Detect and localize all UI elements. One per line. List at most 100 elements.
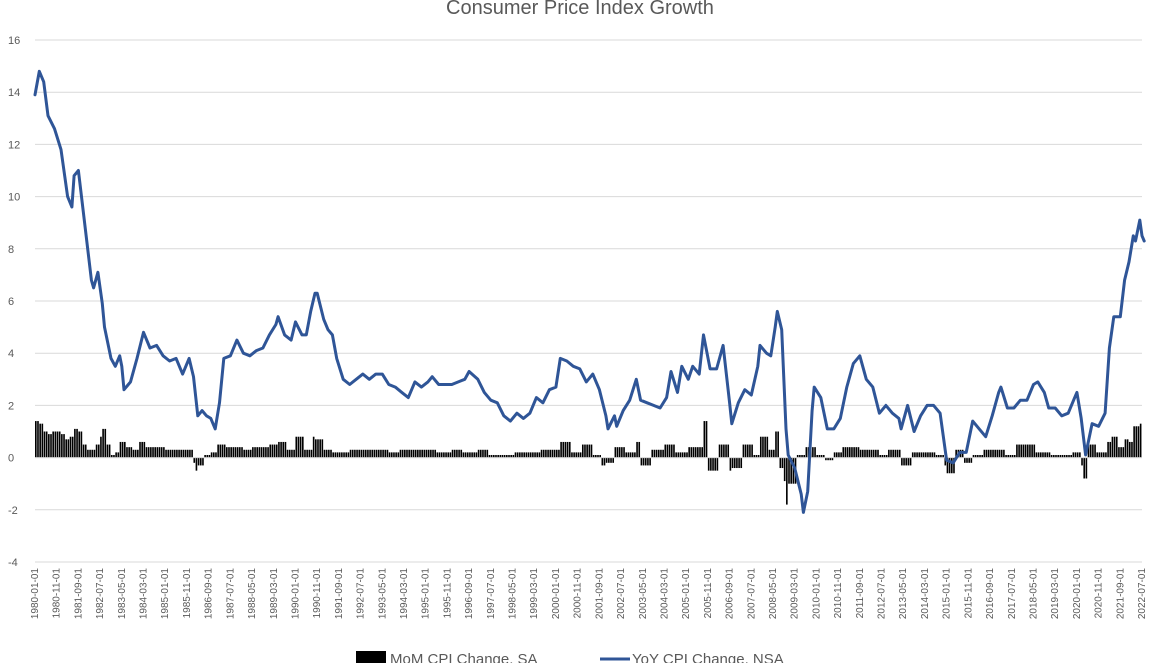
mom-bar [688, 447, 690, 458]
mom-bar [230, 447, 232, 458]
mom-bar [1135, 426, 1138, 458]
mom-bar [573, 452, 575, 458]
mom-bar [1057, 454, 1059, 458]
x-tick-label: 2015-11-01 [963, 568, 974, 619]
mom-bar [1037, 452, 1040, 458]
mom-bar [1092, 444, 1094, 458]
mom-bar [48, 434, 50, 458]
x-tick-label: 1994-03-01 [399, 568, 410, 620]
mom-bar [590, 444, 593, 458]
mom-bar [113, 454, 115, 458]
mom-bar [942, 454, 944, 458]
mom-bar [169, 449, 172, 458]
mom-bar [265, 447, 267, 458]
mom-bar [777, 431, 779, 458]
mom-bar [87, 449, 89, 458]
mom-bar [330, 449, 332, 458]
mom-bar [529, 452, 532, 458]
mom-bar [625, 452, 628, 458]
mom-bar [1000, 449, 1003, 458]
mom-bar [499, 454, 502, 458]
mom-bar [436, 452, 439, 458]
mom-bar [508, 454, 510, 458]
mom-bar [338, 452, 341, 458]
mom-bar [924, 452, 927, 458]
mom-bar [592, 454, 595, 458]
mom-bar [347, 452, 350, 458]
mom-bar [1039, 452, 1042, 458]
mom-bar [803, 454, 806, 458]
mom-bar [1079, 452, 1081, 458]
mom-bar [597, 454, 599, 458]
mom-bar [1035, 452, 1038, 458]
mom-bar [538, 452, 541, 458]
mom-bar [54, 431, 57, 458]
mom-bar [210, 452, 213, 458]
mom-bar [354, 449, 356, 458]
mom-bar [801, 454, 803, 458]
mom-bar [456, 449, 458, 458]
mom-bar [93, 449, 96, 458]
mom-bar [972, 454, 975, 458]
mom-bar [141, 441, 143, 458]
mom-bar [208, 454, 211, 458]
mom-bar [640, 457, 643, 466]
mom-bar [792, 457, 795, 484]
mom-bar [234, 447, 237, 458]
mom-bar [605, 457, 608, 463]
mom-bar [686, 452, 688, 458]
mom-bar [816, 454, 819, 458]
mom-bar [718, 444, 721, 458]
mom-bar [241, 447, 243, 458]
mom-bar [271, 444, 274, 458]
y-tick-label: 0 [8, 453, 14, 465]
mom-bar [1063, 454, 1066, 458]
gridlines [35, 39, 1142, 563]
mom-bar [212, 452, 215, 458]
mom-bar [510, 454, 512, 458]
mom-bar [397, 452, 400, 458]
y-tick-label: 4 [8, 348, 14, 360]
mom-bar [1126, 439, 1129, 458]
mom-bar [779, 457, 782, 469]
mom-bar [872, 449, 875, 458]
mom-bar [406, 449, 408, 458]
mom-bar [380, 449, 382, 458]
x-tick-label: 2009-03-01 [790, 568, 801, 620]
y-tick-label: 16 [8, 35, 20, 47]
mom-bar [464, 452, 467, 458]
mom-bar [757, 454, 760, 458]
mom-bar [829, 457, 832, 461]
mom-bar [304, 449, 306, 458]
mom-bar [631, 452, 634, 458]
mom-bar [818, 454, 821, 458]
mom-bar [317, 439, 319, 458]
mom-bar [254, 447, 256, 458]
mom-bar [662, 449, 664, 458]
mom-bar [1133, 426, 1135, 458]
mom-bar [306, 449, 308, 458]
mom-bar [692, 447, 695, 458]
mom-bar [1005, 454, 1007, 458]
mom-bar [395, 452, 397, 458]
mom-bar [720, 444, 723, 458]
mom-bar [694, 447, 697, 458]
mom-bar [1120, 447, 1122, 458]
mom-bar [328, 449, 330, 458]
mom-bar [401, 449, 404, 458]
mom-bar [621, 447, 623, 458]
mom-bar [375, 449, 378, 458]
mom-bar [143, 441, 146, 458]
mom-bar [853, 447, 855, 458]
mom-bar [896, 449, 899, 458]
x-tick-label: 1999-03-01 [529, 568, 540, 620]
mom-bar [319, 439, 321, 458]
mom-bar [1009, 454, 1012, 458]
mom-bar [473, 452, 476, 458]
mom-bar [564, 441, 567, 458]
mom-bar [249, 449, 252, 458]
mom-bar [581, 444, 584, 458]
mom-bar [139, 441, 141, 458]
mom-bar [955, 449, 957, 458]
mom-bar [964, 457, 966, 463]
